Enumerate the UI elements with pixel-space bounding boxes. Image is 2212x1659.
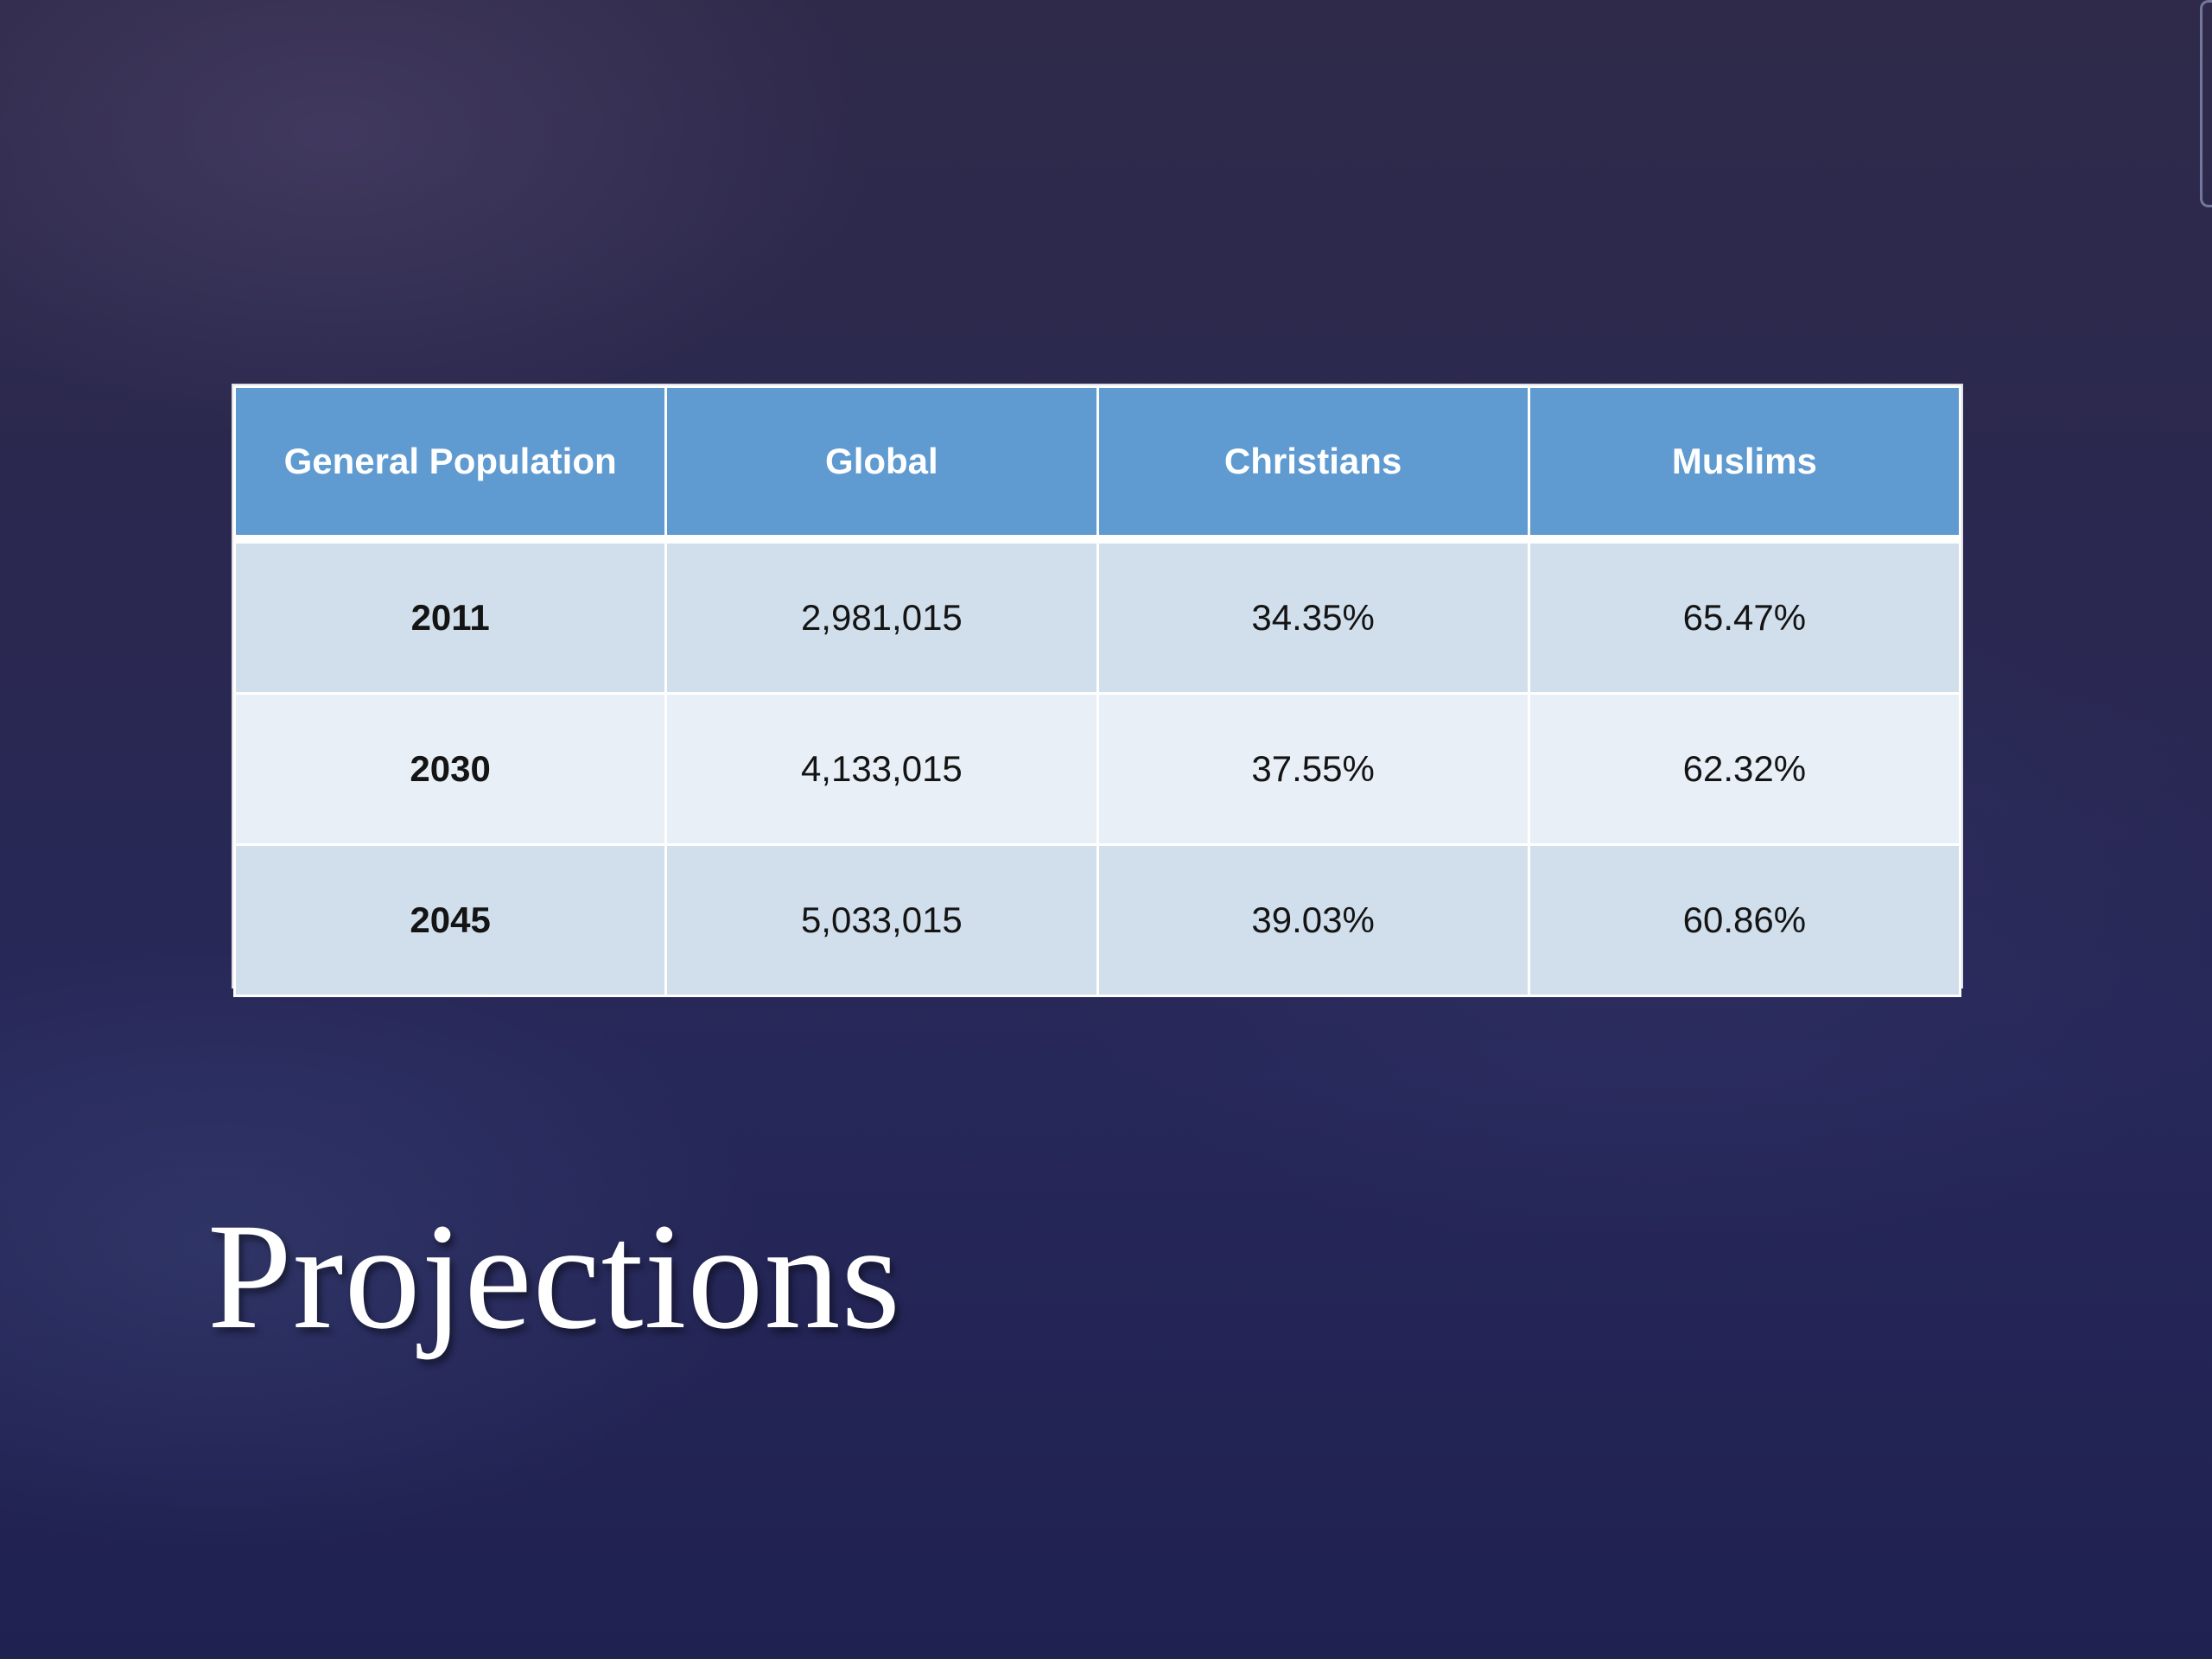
header-christians: Christians <box>1096 385 1530 543</box>
year-cell: 2011 <box>232 537 668 695</box>
global-cell: 4,133,015 <box>664 692 1099 846</box>
decorative-bracket <box>2200 0 2212 207</box>
muslims-cell: 65.47% <box>1527 537 1962 695</box>
projections-table: General Population Global Christians Mus… <box>232 385 1962 997</box>
header-muslims: Muslims <box>1527 385 1962 543</box>
table-row: 2011 2,981,015 34.35% 65.47% <box>232 537 1962 695</box>
year-cell: 2045 <box>232 843 668 997</box>
projections-table-container: General Population Global Christians Mus… <box>232 385 1962 997</box>
christians-cell: 37.55% <box>1096 692 1530 846</box>
header-global: Global <box>664 385 1099 543</box>
christians-cell: 34.35% <box>1096 537 1530 695</box>
table-header-row: General Population Global Christians Mus… <box>232 385 1962 543</box>
header-general-population: General Population <box>232 385 668 543</box>
global-cell: 5,033,015 <box>664 843 1099 997</box>
year-cell: 2030 <box>232 692 668 846</box>
slide-title: Projections <box>207 1192 901 1361</box>
muslims-cell: 62.32% <box>1527 692 1962 846</box>
table-row: 2045 5,033,015 39.03% 60.86% <box>232 843 1962 997</box>
muslims-cell: 60.86% <box>1527 843 1962 997</box>
global-cell: 2,981,015 <box>664 537 1099 695</box>
table-row: 2030 4,133,015 37.55% 62.32% <box>232 692 1962 846</box>
christians-cell: 39.03% <box>1096 843 1530 997</box>
